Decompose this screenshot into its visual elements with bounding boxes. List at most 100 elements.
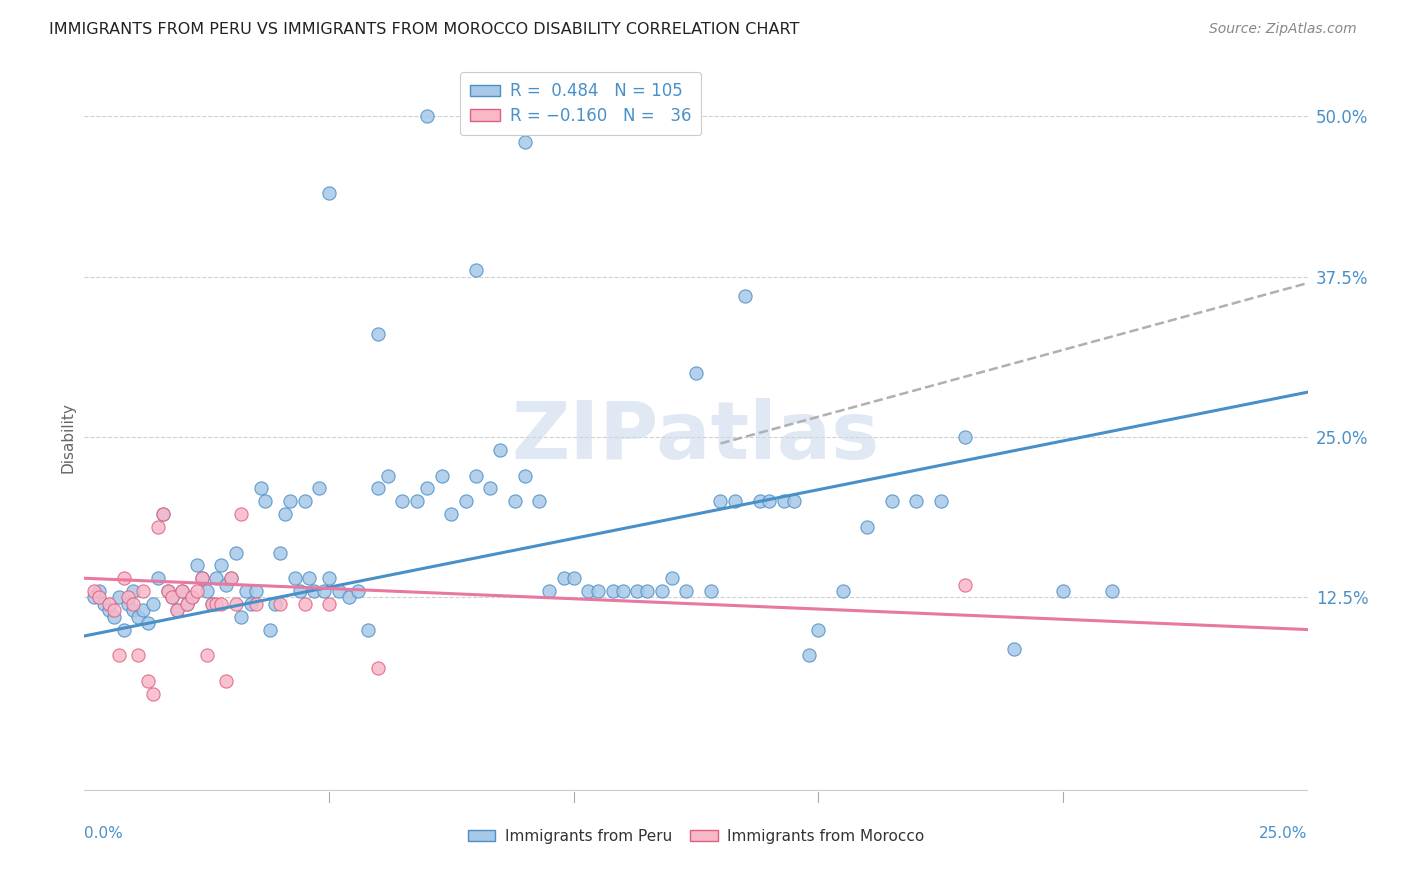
Point xyxy=(464,468,486,483)
Point xyxy=(586,584,609,599)
Point xyxy=(284,571,307,585)
Point xyxy=(758,494,780,508)
Point xyxy=(748,494,770,508)
Point xyxy=(172,584,194,599)
Point xyxy=(602,584,624,599)
Point xyxy=(156,584,179,599)
Point xyxy=(225,545,247,559)
Point xyxy=(294,494,316,508)
Point xyxy=(249,482,271,496)
Point xyxy=(699,584,721,599)
Point xyxy=(186,558,208,573)
Point xyxy=(797,648,820,663)
Point xyxy=(83,584,105,599)
Point xyxy=(191,571,214,585)
Point xyxy=(328,584,350,599)
Point xyxy=(146,520,169,534)
Point xyxy=(269,545,291,559)
Point xyxy=(454,494,477,508)
Point xyxy=(239,597,262,611)
Point xyxy=(219,571,242,585)
Point xyxy=(254,494,277,508)
Point xyxy=(132,603,155,617)
Point xyxy=(783,494,806,508)
Point xyxy=(166,603,188,617)
Point xyxy=(146,571,169,585)
Point xyxy=(107,591,129,605)
Point xyxy=(929,494,952,508)
Point xyxy=(112,571,135,585)
Point xyxy=(274,507,297,521)
Point xyxy=(576,584,599,599)
Point xyxy=(209,597,232,611)
Point xyxy=(195,648,218,663)
Point xyxy=(318,571,340,585)
Text: 25.0%: 25.0% xyxy=(1260,826,1308,841)
Point xyxy=(278,494,301,508)
Point xyxy=(117,597,139,611)
Point xyxy=(347,584,370,599)
Point xyxy=(264,597,287,611)
Point xyxy=(288,584,311,599)
Point xyxy=(308,482,330,496)
Point xyxy=(122,597,145,611)
Point xyxy=(152,507,174,521)
Point xyxy=(314,584,336,599)
Point xyxy=(416,482,439,496)
Point xyxy=(219,571,242,585)
Point xyxy=(513,135,536,149)
Point xyxy=(132,584,155,599)
Point xyxy=(337,591,360,605)
Point xyxy=(773,494,796,508)
Point xyxy=(1002,641,1025,656)
Point xyxy=(479,482,502,496)
Point xyxy=(152,507,174,521)
Point xyxy=(136,673,159,688)
Point xyxy=(229,507,252,521)
Point xyxy=(205,571,228,585)
Point xyxy=(122,584,145,599)
Point xyxy=(107,648,129,663)
Point xyxy=(430,468,453,483)
Point xyxy=(83,591,105,605)
Point xyxy=(318,186,340,201)
Point xyxy=(856,520,879,534)
Point xyxy=(503,494,526,508)
Point xyxy=(87,591,110,605)
Text: IMMIGRANTS FROM PERU VS IMMIGRANTS FROM MOROCCO DISABILITY CORRELATION CHART: IMMIGRANTS FROM PERU VS IMMIGRANTS FROM … xyxy=(49,22,800,37)
Point xyxy=(318,597,340,611)
Point xyxy=(176,597,198,611)
Point xyxy=(612,584,634,599)
Point xyxy=(142,597,165,611)
Point xyxy=(93,597,115,611)
Point xyxy=(103,609,125,624)
Point xyxy=(142,687,165,701)
Point xyxy=(1101,584,1123,599)
Point xyxy=(807,623,830,637)
Point xyxy=(562,571,585,585)
Point xyxy=(181,591,204,605)
Point xyxy=(953,430,976,444)
Point xyxy=(127,609,149,624)
Point xyxy=(367,661,389,675)
Point xyxy=(156,584,179,599)
Point xyxy=(636,584,658,599)
Point xyxy=(709,494,731,508)
Point xyxy=(304,584,326,599)
Point xyxy=(440,507,463,521)
Point xyxy=(172,584,194,599)
Point xyxy=(235,584,257,599)
Point xyxy=(166,603,188,617)
Point xyxy=(724,494,747,508)
Point xyxy=(626,584,648,599)
Point xyxy=(191,571,214,585)
Point xyxy=(685,366,707,380)
Point xyxy=(136,616,159,631)
Point xyxy=(200,597,222,611)
Point xyxy=(377,468,399,483)
Point xyxy=(269,597,291,611)
Point xyxy=(489,442,512,457)
Point xyxy=(229,609,252,624)
Point xyxy=(416,109,439,123)
Point xyxy=(245,597,267,611)
